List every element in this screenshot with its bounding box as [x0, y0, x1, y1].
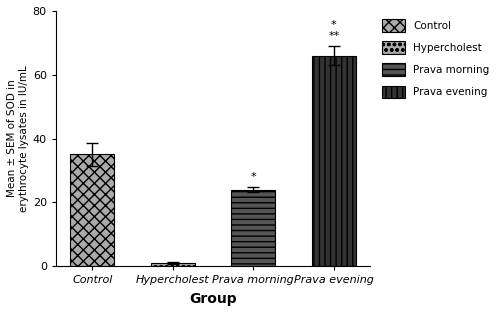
Text: *: * — [331, 20, 336, 30]
Bar — [231, 190, 276, 266]
Bar — [312, 56, 356, 266]
Bar — [150, 263, 195, 266]
Bar — [70, 154, 114, 266]
X-axis label: Group: Group — [189, 292, 237, 306]
Y-axis label: Mean ± SEM of SOD in
erythrocyte lysates in IU/mL: Mean ± SEM of SOD in erythrocyte lysates… — [7, 65, 28, 212]
Legend: Control, Hypercholest, Prava morning, Prava evening: Control, Hypercholest, Prava morning, Pr… — [378, 16, 492, 101]
Text: *: * — [250, 172, 256, 182]
Text: **: ** — [328, 31, 340, 41]
